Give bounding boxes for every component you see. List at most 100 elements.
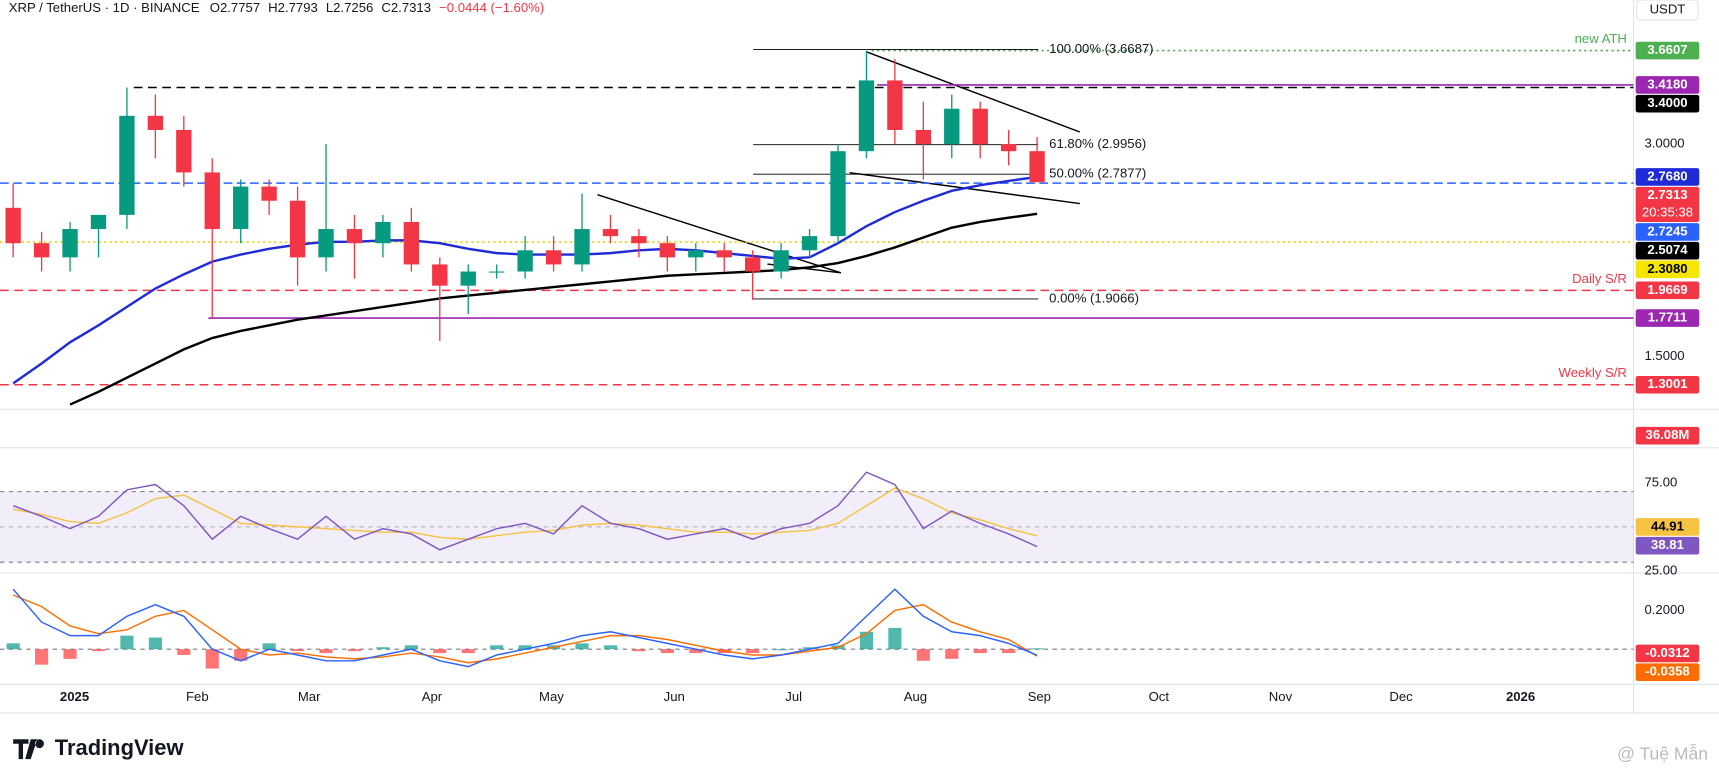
macd-histogram-bar — [888, 627, 902, 650]
candle-body — [1029, 151, 1045, 183]
price-label: 1.7711 — [1648, 310, 1687, 325]
x-tick-label: Apr — [422, 689, 443, 704]
candle-body — [33, 243, 50, 258]
candle-body — [119, 115, 135, 215]
currency[interactable]: USDT — [1650, 1, 1686, 16]
price-label-box — [1635, 281, 1700, 300]
macd-histogram-bar — [319, 649, 333, 654]
macd-histogram-bar — [63, 649, 77, 659]
macd-histogram-bar — [802, 647, 817, 650]
macd-histogram-bar — [262, 643, 276, 650]
candle-body — [716, 250, 732, 258]
x-tick-label: Oct — [1149, 689, 1170, 704]
rsi-ma-line — [13, 487, 1038, 540]
y-tick-label: 3.0000 — [1644, 136, 1684, 151]
header: XRP / TetherUS · 1D · BINANCE O2.7757 H2… — [9, 0, 544, 15]
candle-body — [318, 229, 334, 258]
price-label: 3.4000 — [1647, 95, 1687, 110]
rsi-tick-label: 75.00 — [1644, 474, 1677, 489]
candle-body — [1000, 144, 1017, 152]
macd-histogram-bar — [148, 637, 162, 650]
change: −0.0444 (−1.60%) — [439, 0, 544, 15]
moving-average — [69, 212, 1038, 406]
macd-histogram-bar — [1030, 648, 1044, 650]
currency-button[interactable] — [1636, 0, 1699, 21]
open: O2.7757 — [210, 0, 260, 15]
candle-body — [972, 108, 988, 145]
candle-body — [375, 221, 391, 244]
macd-histogram-bar — [234, 649, 248, 661]
macd-histogram-bar — [347, 649, 362, 652]
candle-body — [432, 264, 448, 286]
watermark: @ Tuệ Mẫn — [1617, 742, 1708, 763]
price-label-box — [1635, 41, 1700, 60]
macd-line — [12, 588, 1038, 668]
candle-body — [944, 108, 960, 145]
x-tick-label: Nov — [1269, 689, 1293, 704]
macd-histogram-bar — [490, 645, 504, 650]
candle-body — [489, 271, 505, 273]
price-label-box — [1635, 309, 1700, 327]
candle-body — [545, 250, 562, 265]
macd-label-box — [1635, 663, 1700, 681]
macd-histogram-bar — [689, 649, 703, 654]
macd-histogram-bar — [35, 649, 49, 665]
macd-label: -0.0312 — [1645, 645, 1690, 660]
symbol: XRP / TetherUS · 1D · BINANCE — [9, 0, 200, 15]
brand: TradingView — [55, 735, 185, 760]
fib-label: 100.00% (3.6687) — [1049, 41, 1153, 56]
low: L2.7256 — [326, 0, 373, 15]
macd-histogram-bar — [660, 649, 674, 654]
price-label: 2.7680 — [1647, 168, 1687, 183]
candle-body — [403, 221, 420, 265]
x-tick-label: Aug — [904, 689, 927, 704]
price-countdown: 20:35:38 — [1642, 205, 1693, 220]
macd-histogram-bar — [291, 649, 305, 652]
rsi-label-box — [1635, 518, 1700, 536]
rsi-label: 44.91 — [1651, 518, 1684, 533]
x-tick-label: May — [539, 689, 564, 704]
candle-body — [602, 229, 619, 237]
price-label: 1.3001 — [1647, 376, 1687, 391]
macd-histogram-bar — [404, 645, 418, 650]
macd-histogram-bar — [120, 635, 134, 650]
macd-histogram-bar — [632, 649, 646, 652]
candle-body — [233, 186, 249, 230]
candle-body — [261, 186, 277, 201]
volume-label-box — [1635, 426, 1700, 445]
price-label-box — [1635, 94, 1700, 113]
macd-histogram-bar — [205, 649, 219, 669]
macd-histogram-bar — [973, 649, 987, 654]
x-tick-label: 2026 — [1506, 689, 1535, 704]
x-tick-label: Jul — [785, 689, 802, 704]
macd-histogram-bar — [6, 643, 20, 650]
rsi-tick-label: 25.00 — [1644, 562, 1677, 577]
candle-body — [773, 250, 789, 272]
price-label-box — [1635, 168, 1700, 186]
price-label-box — [1635, 186, 1700, 223]
candle-body — [688, 250, 704, 258]
candle-body — [659, 243, 676, 258]
price-label: 2.7245 — [1647, 223, 1687, 238]
candle-body — [517, 250, 533, 272]
macd-histogram-bar — [859, 631, 874, 650]
macd-histogram-bar — [1002, 649, 1016, 654]
fib-label: 0.00% (1.9066) — [1049, 290, 1139, 305]
macd-histogram-bar — [461, 649, 475, 654]
candle-body — [574, 229, 590, 265]
candle-body — [887, 80, 903, 130]
macd-histogram-bar — [91, 649, 106, 652]
macd-tick-label: 0.2000 — [1644, 602, 1684, 617]
candle-body — [5, 207, 21, 244]
fib-label: 50.00% (2.7877) — [1049, 166, 1146, 181]
pane-borders — [0, 0, 1719, 714]
volume-label: 36.08M — [1646, 427, 1690, 442]
x-tick-label: Jun — [664, 689, 685, 704]
fib-label: 61.80% (2.9956) — [1049, 136, 1146, 151]
rsi-line — [12, 471, 1038, 551]
level-note: new ATH — [1575, 31, 1627, 46]
price-label-box — [1635, 223, 1700, 241]
rsi-label: 38.81 — [1651, 537, 1684, 552]
